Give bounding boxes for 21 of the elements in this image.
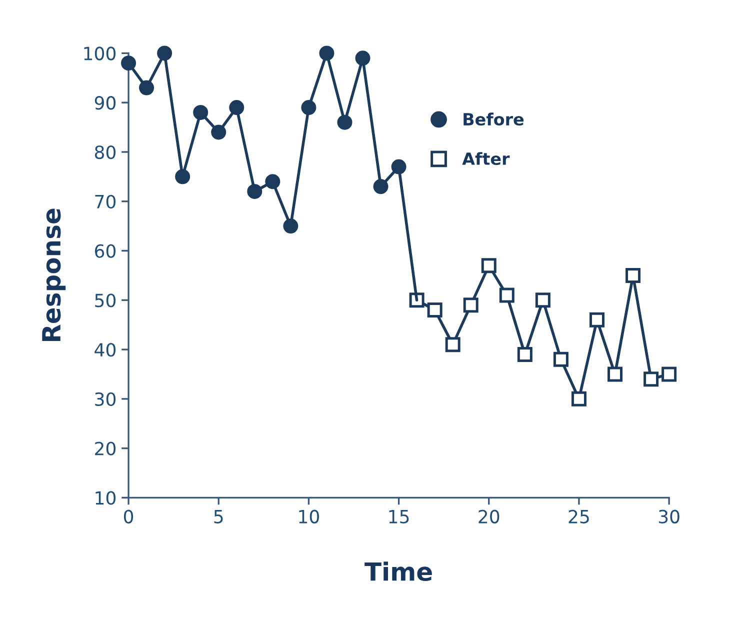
y-axis-title: Response (42, 208, 66, 342)
y-tick-label: 100 (84, 46, 116, 60)
y-tick-label: 40 (94, 342, 116, 357)
x-tick-label: 10 (299, 510, 319, 524)
y-tick-label: 90 (94, 96, 116, 110)
y-tick-label: 70 (95, 194, 116, 208)
x-tick-label: 5 (214, 510, 223, 524)
x-tick-label: 25 (568, 510, 589, 524)
y-tick-label: 30 (95, 392, 116, 406)
x-tick-label: 15 (389, 510, 409, 524)
legend-label: After (462, 152, 510, 166)
legend-label: Before (464, 112, 524, 126)
y-tick-label: 10 (96, 491, 116, 505)
y-tick-label: 80 (94, 145, 116, 160)
x-axis-title: Time (364, 562, 432, 582)
y-tick-label: 60 (95, 244, 116, 258)
y-tick-label: 50 (95, 294, 116, 308)
x-tick-label: 30 (658, 510, 680, 524)
x-tick-label: 20 (478, 510, 500, 524)
x-tick-label: 0 (124, 510, 134, 524)
y-tick-label: 20 (95, 442, 116, 456)
